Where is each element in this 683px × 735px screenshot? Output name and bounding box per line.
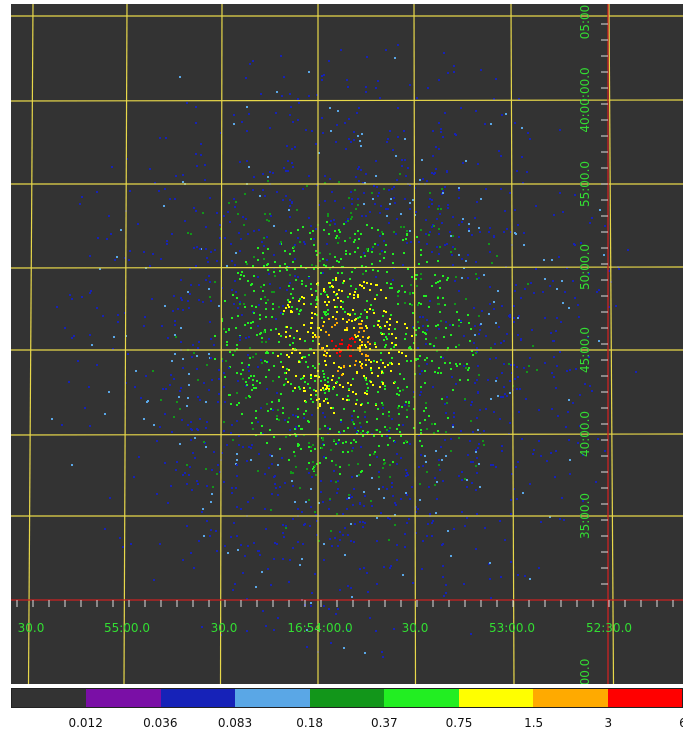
colorbar-tick-label: 0.036 bbox=[143, 716, 178, 730]
ra-grid-line bbox=[510, 4, 515, 684]
dec-label: 50:00.0 bbox=[578, 244, 592, 290]
ra-label: 16:54:00.0 bbox=[287, 621, 352, 635]
sky-image-panel[interactable]: 30.0 55:00.0 30.0 16:54:00.0 30.0 53:00.0 52:3… bbox=[11, 4, 683, 684]
dec-label: 45:00.0 bbox=[578, 327, 592, 373]
dec-axis-labels: 05:00 40:00:00.0 55:00.0 50:00.0 45:00.0 40:0… bbox=[578, 5, 592, 684]
colorbar-segment[interactable] bbox=[235, 689, 310, 707]
ra-grid-line bbox=[219, 4, 223, 684]
dec-label: 55:00.0 bbox=[578, 161, 592, 207]
dec-label: 35:00.0 bbox=[578, 493, 592, 539]
colorbar-segment[interactable] bbox=[309, 689, 385, 707]
colorbar-tick-label: 1.5 bbox=[524, 716, 544, 730]
ra-grid-line bbox=[608, 4, 615, 684]
colorbar-segment[interactable] bbox=[12, 689, 87, 707]
colorbar-segment[interactable] bbox=[607, 689, 682, 707]
colorbar-segment[interactable] bbox=[458, 689, 534, 707]
ra-label: 52:30.0 bbox=[586, 621, 632, 635]
dec-grid-line bbox=[11, 99, 683, 102]
colorbar-segment[interactable] bbox=[533, 689, 608, 707]
ra-label: 55:00.0 bbox=[104, 621, 150, 635]
ra-grid-line bbox=[413, 4, 417, 684]
ra-label: 30.0 bbox=[211, 621, 238, 635]
colorbar-tick-label: 0.18 bbox=[296, 716, 324, 730]
dec-label: 05:00 bbox=[578, 5, 592, 40]
colorbar-tick-labels: 0.012 0.036 0.083 0.18 0.37 0.75 1.5 3 6 bbox=[11, 712, 683, 732]
colorbar-tick-label: 0.75 bbox=[445, 716, 473, 730]
ra-label: 30.0 bbox=[402, 621, 429, 635]
colorbar-segment[interactable] bbox=[86, 689, 161, 707]
colorbar-segment[interactable] bbox=[160, 689, 236, 707]
ra-grid-line bbox=[27, 4, 34, 684]
ra-label: 53:00.0 bbox=[489, 621, 535, 635]
colorbar-tick-label: 3 bbox=[604, 716, 613, 730]
dec-label: 40:00.0 bbox=[578, 411, 592, 457]
sky-image: 30.0 55:00.0 30.0 16:54:00.0 30.0 53:00.0 52:3… bbox=[11, 4, 683, 684]
ra-axis-labels: 30.0 55:00.0 30.0 16:54:00.0 30.0 53:00.0 52:3… bbox=[18, 621, 632, 635]
colorbar-tick-label: 0.37 bbox=[370, 716, 398, 730]
colorbar-tick-label: 0.083 bbox=[217, 716, 253, 730]
colorbar[interactable] bbox=[11, 688, 683, 708]
ra-label: 30.0 bbox=[18, 621, 45, 635]
photon-count-pixels bbox=[51, 44, 637, 658]
coordinate-grid bbox=[11, 4, 683, 684]
colorbar-segment[interactable] bbox=[384, 689, 459, 707]
dec-grid-line bbox=[11, 433, 683, 436]
dec-label: 00.0 bbox=[578, 659, 592, 684]
colorbar-tick-label: 6 bbox=[679, 716, 683, 730]
crosshair bbox=[11, 4, 683, 684]
dec-grid-line bbox=[11, 266, 683, 269]
colorbar-tick-label: 0.012 bbox=[68, 716, 103, 730]
ra-grid-line bbox=[123, 4, 128, 684]
dec-label: 40:00:00.0 bbox=[578, 67, 592, 132]
